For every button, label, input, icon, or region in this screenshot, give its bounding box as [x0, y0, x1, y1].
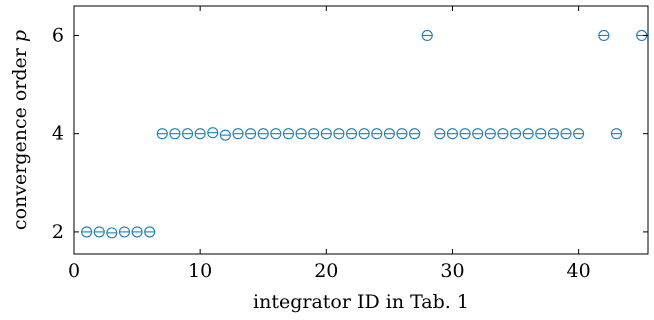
data-point: [93, 226, 105, 238]
data-point: [459, 128, 471, 140]
data-point: [270, 128, 282, 140]
data-point: [610, 128, 623, 140]
data-point: [446, 128, 459, 140]
data-point: [333, 128, 345, 140]
data-point: [509, 128, 522, 140]
data-point: [320, 128, 332, 140]
data-point: [245, 128, 257, 140]
data-point: [106, 227, 118, 239]
data-point: [295, 128, 307, 140]
data-point: [232, 128, 244, 140]
x-tick-label: 30: [440, 260, 464, 282]
data-markers: [81, 29, 648, 239]
data-point: [219, 129, 231, 141]
data-point: [282, 128, 295, 140]
data-point: [181, 128, 194, 140]
data-point: [598, 29, 610, 42]
data-point: [194, 128, 206, 140]
data-point: [560, 128, 572, 140]
data-point: [547, 128, 559, 140]
y-tick-label: 2: [52, 221, 64, 243]
x-tick-label: 10: [188, 260, 212, 282]
x-tick-label: 0: [68, 260, 80, 282]
data-point: [371, 128, 383, 140]
data-point: [144, 226, 156, 238]
data-point: [396, 128, 408, 140]
data-point: [472, 128, 484, 140]
x-axis-label: integrator ID in Tab. 1: [253, 291, 469, 313]
data-point: [573, 128, 585, 140]
data-point: [169, 128, 181, 140]
y-tick-label: 6: [52, 24, 64, 46]
y-axis-label: convergence order p: [9, 30, 31, 230]
data-point: [434, 128, 446, 140]
data-point: [497, 128, 509, 140]
data-point: [345, 128, 358, 140]
y-axis-label-text: convergence order: [9, 42, 31, 230]
data-point: [207, 127, 219, 139]
data-point: [383, 128, 395, 140]
data-point: [81, 226, 93, 238]
y-tick-label: 4: [52, 123, 64, 145]
x-axis-ticks: 0 10 20 30 40: [68, 6, 591, 282]
x-tick-label: 40: [567, 260, 591, 282]
x-tick-label: 20: [314, 260, 338, 282]
y-axis-ticks: 2 4 6: [52, 24, 648, 243]
axis-frame: [73, 5, 649, 255]
data-point: [308, 128, 320, 140]
plot-area: [73, 5, 649, 255]
data-point: [409, 128, 421, 140]
y-axis-label-symbol: p: [9, 30, 31, 42]
data-point: [535, 128, 547, 140]
data-point: [522, 128, 534, 140]
data-point: [358, 128, 370, 140]
data-point: [257, 128, 269, 140]
data-point: [131, 226, 143, 238]
data-point: [118, 226, 131, 238]
data-point: [156, 128, 168, 140]
data-point: [484, 128, 496, 140]
data-point: [421, 29, 433, 42]
